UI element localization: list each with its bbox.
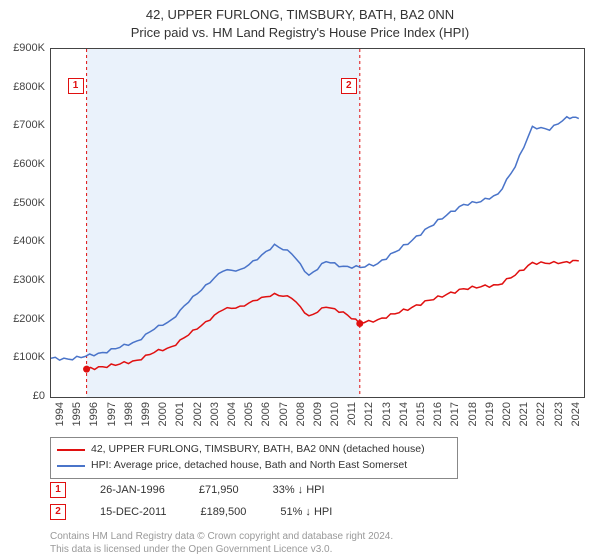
title-line2: Price paid vs. HM Land Registry's House … bbox=[0, 24, 600, 42]
footer: Contains HM Land Registry data © Crown c… bbox=[50, 530, 393, 556]
y-axis-label: £100K bbox=[0, 351, 45, 363]
y-axis-label: £200K bbox=[0, 313, 45, 325]
x-axis-label: 2003 bbox=[209, 402, 221, 442]
y-axis-label: £700K bbox=[0, 119, 45, 131]
x-axis-label: 2011 bbox=[346, 402, 358, 442]
x-axis-label: 2024 bbox=[570, 402, 582, 442]
sale-price-2: £189,500 bbox=[200, 506, 246, 518]
legend-swatch-property bbox=[57, 449, 85, 451]
chart-marker-2: 2 bbox=[341, 78, 357, 94]
sale-marker-1-icon: 1 bbox=[50, 482, 66, 498]
x-axis-label: 1999 bbox=[140, 402, 152, 442]
y-axis-label: £500K bbox=[0, 197, 45, 209]
x-axis-label: 1995 bbox=[71, 402, 83, 442]
x-axis-label: 2020 bbox=[501, 402, 513, 442]
sale-date-1: 26-JAN-1996 bbox=[100, 484, 165, 496]
legend-label-property: 42, UPPER FURLONG, TIMSBURY, BATH, BA2 0… bbox=[91, 442, 425, 458]
x-axis-label: 1996 bbox=[88, 402, 100, 442]
x-axis-label: 2006 bbox=[260, 402, 272, 442]
x-axis-label: 2015 bbox=[415, 402, 427, 442]
y-axis-label: £300K bbox=[0, 274, 45, 286]
x-axis-label: 2012 bbox=[363, 402, 375, 442]
x-axis-label: 1997 bbox=[106, 402, 118, 442]
chart-svg bbox=[51, 49, 584, 397]
x-axis-label: 2004 bbox=[226, 402, 238, 442]
x-axis-label: 1994 bbox=[54, 402, 66, 442]
y-axis-label: £900K bbox=[0, 42, 45, 54]
y-axis-label: £800K bbox=[0, 81, 45, 93]
chart-plot-area bbox=[50, 48, 585, 398]
x-axis-label: 2016 bbox=[432, 402, 444, 442]
sale-row-1: 1 26-JAN-1996 £71,950 33% ↓ HPI bbox=[50, 482, 550, 498]
x-axis-label: 2013 bbox=[381, 402, 393, 442]
x-axis-label: 2021 bbox=[518, 402, 530, 442]
y-axis-label: £600K bbox=[0, 158, 45, 170]
x-axis-label: 2009 bbox=[312, 402, 324, 442]
x-axis-label: 2022 bbox=[535, 402, 547, 442]
title-line1: 42, UPPER FURLONG, TIMSBURY, BATH, BA2 0… bbox=[0, 6, 600, 24]
x-axis-label: 2019 bbox=[484, 402, 496, 442]
y-axis-label: £400K bbox=[0, 235, 45, 247]
sale-rel-1: 33% ↓ HPI bbox=[273, 484, 325, 496]
x-axis-label: 2001 bbox=[174, 402, 186, 442]
legend-row-property: 42, UPPER FURLONG, TIMSBURY, BATH, BA2 0… bbox=[57, 442, 451, 458]
legend-row-hpi: HPI: Average price, detached house, Bath… bbox=[57, 458, 451, 474]
x-axis-label: 2010 bbox=[329, 402, 341, 442]
x-axis-label: 2000 bbox=[157, 402, 169, 442]
legend: 42, UPPER FURLONG, TIMSBURY, BATH, BA2 0… bbox=[50, 437, 458, 479]
sale-rel-2: 51% ↓ HPI bbox=[280, 506, 332, 518]
x-axis-label: 2018 bbox=[467, 402, 479, 442]
footer-line1: Contains HM Land Registry data © Crown c… bbox=[50, 530, 393, 543]
sale-marker-2-icon: 2 bbox=[50, 504, 66, 520]
chart-marker-1: 1 bbox=[68, 78, 84, 94]
x-axis-label: 2005 bbox=[243, 402, 255, 442]
footer-line2: This data is licensed under the Open Gov… bbox=[50, 543, 393, 556]
x-axis-label: 1998 bbox=[123, 402, 135, 442]
x-axis-label: 2014 bbox=[398, 402, 410, 442]
legend-label-hpi: HPI: Average price, detached house, Bath… bbox=[91, 458, 407, 474]
x-axis-label: 2017 bbox=[449, 402, 461, 442]
x-axis-label: 2023 bbox=[553, 402, 565, 442]
legend-swatch-hpi bbox=[57, 465, 85, 467]
x-axis-label: 2007 bbox=[278, 402, 290, 442]
x-axis-label: 2002 bbox=[192, 402, 204, 442]
sale-row-2: 2 15-DEC-2011 £189,500 51% ↓ HPI bbox=[50, 504, 550, 520]
sale-date-2: 15-DEC-2011 bbox=[100, 506, 166, 518]
chart-title: 42, UPPER FURLONG, TIMSBURY, BATH, BA2 0… bbox=[0, 0, 600, 42]
sale-price-1: £71,950 bbox=[199, 484, 239, 496]
y-axis-label: £0 bbox=[0, 390, 45, 402]
x-axis-label: 2008 bbox=[295, 402, 307, 442]
